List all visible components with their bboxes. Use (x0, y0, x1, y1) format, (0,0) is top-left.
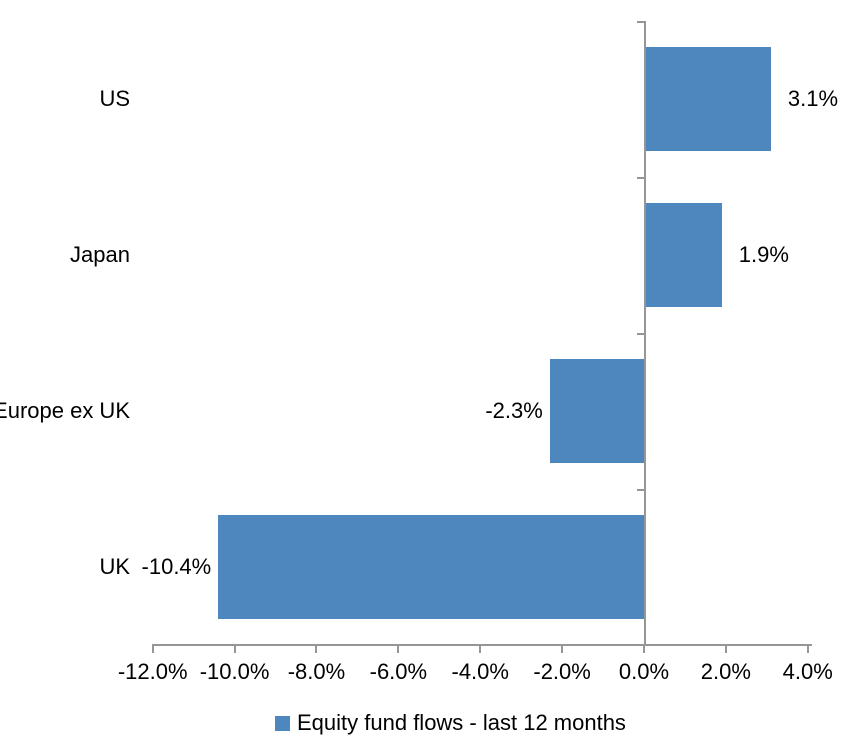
x-tick (643, 644, 645, 653)
category-label: Europe ex UK (0, 398, 130, 423)
x-tick (479, 644, 482, 653)
x-tick (233, 644, 236, 653)
legend-label: Equity fund flows - last 12 months (297, 710, 626, 735)
x-tick-label: -8.0% (287, 659, 346, 684)
x-tick (315, 644, 318, 653)
legend: Equity fund flows - last 12 months (275, 708, 626, 738)
x-tick-label: -4.0% (451, 659, 509, 684)
bar (644, 203, 722, 307)
bar-value-label: -10.4% (141, 554, 212, 579)
x-tick-label: -12.0% (117, 659, 188, 684)
bar (644, 47, 771, 151)
x-tick-label: 4.0% (782, 659, 833, 684)
bar-value-label: 1.9% (738, 242, 789, 267)
category-tick (637, 489, 646, 491)
bar-value-label: 3.1% (787, 86, 839, 111)
category-tick (637, 21, 646, 23)
x-tick-label: 2.0% (700, 659, 751, 684)
category-label: Japan (70, 242, 130, 267)
x-tick (151, 644, 154, 653)
category-tick (637, 177, 646, 179)
bar (218, 515, 644, 619)
x-tick-label: -10.0% (199, 659, 270, 684)
category-tick (637, 333, 646, 335)
x-tick-label: -2.0% (533, 659, 591, 684)
bar (549, 359, 644, 463)
x-tick (806, 644, 809, 653)
category-axis-line (644, 21, 646, 644)
legend-marker-swatch (275, 715, 290, 731)
bar-value-label: -2.3% (485, 398, 543, 423)
x-axis-line (151, 644, 812, 646)
x-tick-label: 0.0% (618, 659, 670, 684)
category-label: US (99, 86, 130, 111)
x-tick (397, 644, 400, 653)
x-tick-label: -6.0% (369, 659, 428, 684)
category-label: UK (99, 554, 130, 579)
x-tick (561, 644, 564, 653)
x-tick (724, 644, 727, 653)
